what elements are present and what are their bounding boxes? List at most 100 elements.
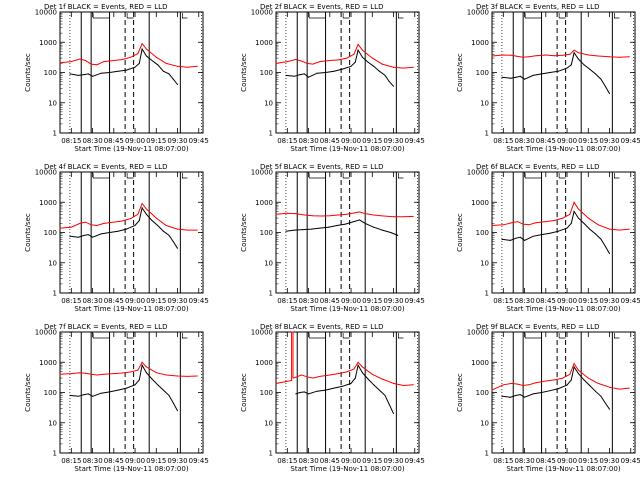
series-lld-line bbox=[491, 201, 630, 231]
series-lld-point bbox=[103, 373, 105, 375]
x-tick-label: 09:45 bbox=[405, 297, 425, 305]
series-events-point bbox=[583, 64, 585, 66]
series-lld-point bbox=[553, 379, 555, 381]
series-lld-point bbox=[346, 57, 348, 59]
series-events-point bbox=[87, 234, 89, 236]
series-lld-point bbox=[96, 64, 98, 66]
interval-bracket bbox=[613, 173, 620, 179]
interval-bracket bbox=[342, 333, 350, 339]
series-events-point bbox=[151, 220, 153, 221]
panel-det-8f: Det 8f BLACK = Events, RED = LLD 1 10 100 10… bbox=[240, 323, 425, 473]
series-events-point bbox=[532, 235, 534, 237]
panel-det-7f: Det 7f BLACK = Events, RED = LLD 1 10 100 10… bbox=[24, 323, 209, 473]
series-lld-point bbox=[292, 331, 294, 333]
series-lld-point bbox=[517, 55, 518, 57]
series-events-point bbox=[69, 73, 71, 75]
series-events-point bbox=[172, 241, 174, 243]
series-lld-point bbox=[329, 215, 331, 217]
series-lld-point bbox=[491, 225, 493, 226]
series-events-point bbox=[126, 387, 127, 389]
x-tick-label: 08:45 bbox=[536, 457, 556, 465]
series-events-point bbox=[151, 60, 153, 61]
series-lld-point bbox=[553, 220, 555, 221]
x-tick-label: 09:00 bbox=[125, 137, 145, 145]
interval-bracket bbox=[308, 13, 326, 19]
series-lld-point bbox=[511, 222, 513, 224]
y-tick-label: 100 bbox=[44, 389, 57, 397]
y-axis-label: Counts/sec bbox=[240, 213, 248, 252]
series-lld-point bbox=[295, 59, 297, 60]
y-tick-label: 10000 bbox=[467, 169, 489, 177]
series-events-point bbox=[600, 395, 602, 397]
series-lld-point bbox=[186, 229, 188, 231]
x-tick-label: 09:15 bbox=[578, 457, 598, 465]
y-tick-label: 10 bbox=[48, 99, 57, 107]
series-events-point bbox=[388, 404, 390, 405]
series-lld-point bbox=[597, 55, 599, 57]
series-events-point bbox=[344, 223, 346, 225]
series-events-point bbox=[600, 238, 602, 240]
x-tick-label: 08:30 bbox=[82, 297, 102, 305]
x-tick-label: 09:00 bbox=[557, 137, 577, 145]
y-tick-label: 10000 bbox=[467, 9, 489, 17]
series-events-point bbox=[117, 230, 119, 232]
series-events-point bbox=[577, 58, 579, 60]
y-tick-label: 1000 bbox=[255, 39, 273, 47]
series-events-point bbox=[515, 76, 517, 78]
series-lld-point bbox=[121, 59, 123, 60]
series-lld-point bbox=[79, 222, 81, 224]
panel-title: Det 5f BLACK = Events, RED = LLD bbox=[260, 163, 383, 171]
series-lld-point bbox=[79, 372, 81, 374]
y-tick-label: 1 bbox=[269, 290, 273, 298]
series-events-point bbox=[177, 247, 178, 249]
x-tick-label: 08:45 bbox=[320, 297, 340, 305]
series-lld-point bbox=[535, 382, 537, 384]
series-lld-point bbox=[155, 217, 157, 219]
series-lld-line bbox=[59, 361, 198, 377]
series-events-point bbox=[138, 220, 140, 221]
series-events-point bbox=[367, 61, 369, 63]
series-events-point bbox=[384, 74, 386, 76]
series-events-point bbox=[126, 228, 127, 230]
series-events-point bbox=[333, 70, 335, 72]
panel-det-5f: Det 5f BLACK = Events, RED = LLD 1 10 100 10… bbox=[240, 163, 425, 313]
series-events-point bbox=[509, 77, 511, 79]
y-tick-label: 1000 bbox=[255, 199, 273, 207]
series-lld-point bbox=[545, 221, 547, 223]
series-lld-point bbox=[196, 229, 198, 231]
series-events-point bbox=[168, 394, 170, 396]
series-events-point bbox=[92, 395, 94, 397]
series-events-point bbox=[342, 385, 343, 387]
series-lld-point bbox=[275, 62, 277, 64]
y-tick-label: 1 bbox=[53, 130, 57, 138]
series-events-point bbox=[316, 72, 318, 74]
series-events-point bbox=[285, 74, 287, 76]
series-lld-point bbox=[145, 48, 147, 50]
series-lld-point bbox=[535, 55, 537, 57]
series-lld-point bbox=[357, 43, 359, 45]
series-lld-point bbox=[609, 228, 610, 230]
series-events-point bbox=[92, 75, 94, 77]
series-events-point bbox=[177, 410, 178, 412]
interval-bracket bbox=[92, 333, 110, 339]
series-lld-point bbox=[145, 366, 147, 368]
series-lld-point bbox=[353, 53, 355, 55]
interval-bracket bbox=[181, 13, 188, 19]
series-events-point bbox=[381, 229, 383, 231]
x-tick-label: 08:15 bbox=[61, 457, 81, 465]
interval-bracket bbox=[126, 13, 134, 19]
series-lld-point bbox=[502, 384, 504, 386]
series-events-point bbox=[524, 239, 526, 241]
x-tick-label: 08:45 bbox=[104, 137, 124, 145]
series-lld-point bbox=[517, 383, 518, 385]
series-events-point bbox=[117, 70, 119, 72]
series-lld-point bbox=[359, 211, 360, 213]
series-lld-point bbox=[130, 218, 132, 219]
x-tick-label: 09:15 bbox=[146, 297, 166, 305]
interval-bracket bbox=[92, 13, 110, 19]
x-tick-label: 08:45 bbox=[320, 457, 340, 465]
y-tick-label: 1000 bbox=[471, 359, 489, 367]
series-events-point bbox=[361, 56, 363, 58]
interval-bracket bbox=[613, 333, 620, 339]
interval-bracket bbox=[342, 13, 350, 19]
